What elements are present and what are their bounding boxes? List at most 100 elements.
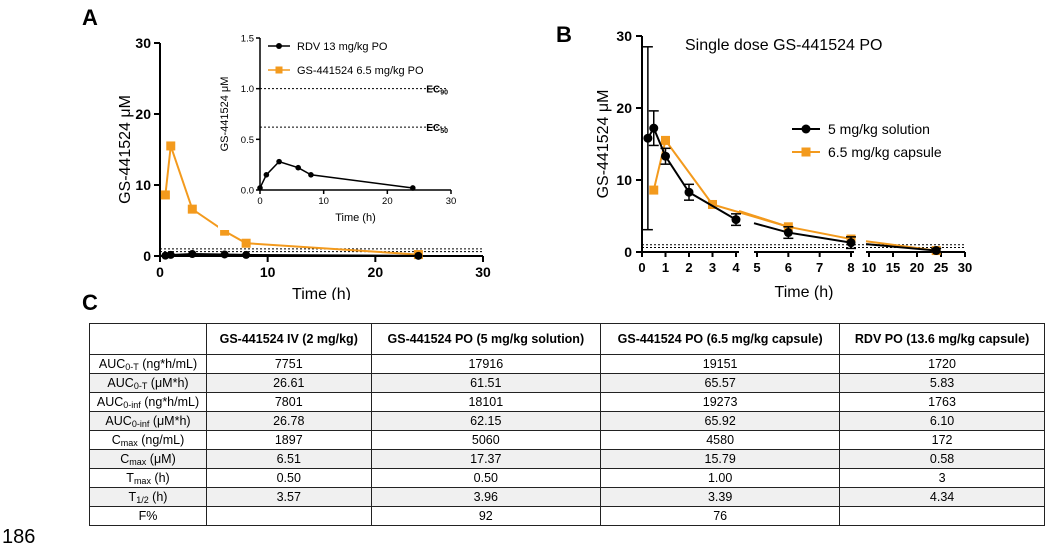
legend-marker-solution bbox=[801, 124, 811, 134]
y-axis-label: GS-441524 μM bbox=[117, 95, 134, 204]
inset-data-point-rdv bbox=[295, 164, 302, 171]
data-point-solution bbox=[661, 151, 670, 161]
y-axis-label: GS-441524 μM bbox=[595, 90, 612, 199]
table-row-label: AUC0-inf (ng*h/mL) bbox=[89, 392, 207, 412]
y-tick-label: 30 bbox=[135, 35, 151, 51]
x-tick-label: 15 bbox=[886, 260, 900, 275]
legend-marker-capsule bbox=[801, 147, 811, 157]
table-cell: 19273 bbox=[600, 392, 841, 412]
table-header-cell: GS-441524 PO (6.5 mg/kg capsule) bbox=[600, 323, 841, 355]
table-cell: 6.51 bbox=[206, 449, 372, 469]
table-cell: 65.57 bbox=[600, 373, 841, 393]
inset-y-tick-label: 1.5 bbox=[241, 34, 254, 45]
table-cell: 172 bbox=[839, 430, 1045, 450]
table-cell: 3.96 bbox=[370, 487, 602, 507]
table-cell: 19151 bbox=[600, 354, 841, 374]
series-line-capsule bbox=[652, 138, 789, 228]
table-row: AUC0-inf (ng*h/mL) 7801 18101 19273 1763 bbox=[89, 392, 1045, 412]
chart-a: 0 10 20 30 0 10 20 30 GS-441524 μM Time (h) 0.0 0.5… bbox=[117, 30, 491, 300]
table-header-cell bbox=[89, 323, 207, 355]
inset-x-tick-label: 20 bbox=[382, 196, 393, 207]
x-tick-label: 6 bbox=[785, 260, 792, 275]
inset-data-point-rdv bbox=[263, 172, 270, 178]
table-row: AUC0-T (μM*h) 26.61 61.51 65.57 5.83 bbox=[89, 373, 1045, 393]
table-row-label: AUC0-T (ng*h/mL) bbox=[89, 354, 207, 374]
table-cell: 3.39 bbox=[600, 487, 841, 507]
table-cell bbox=[206, 506, 372, 526]
x-tick-label: 3 bbox=[709, 260, 716, 275]
table-cell: 26.78 bbox=[206, 411, 372, 431]
inset-data-point-rdv bbox=[276, 158, 282, 165]
data-point-gs441524 bbox=[166, 141, 176, 151]
table-cell: 26.61 bbox=[206, 373, 372, 393]
pk-parameters-table: GS-441524 IV (2 mg/kg) GS-441524 PO (5 m… bbox=[89, 323, 1045, 526]
y-tick-label: 30 bbox=[616, 28, 632, 44]
x-tick-label: 1 bbox=[662, 260, 669, 275]
x-tick-label: 8 bbox=[847, 260, 854, 275]
data-point-solution bbox=[731, 215, 741, 225]
inset-background bbox=[218, 30, 458, 230]
inset-x-axis-label: Time (h) bbox=[335, 212, 376, 224]
table-row: Cmax (μM) 6.51 17.37 15.79 0.58 bbox=[89, 449, 1045, 469]
legend-label-capsule: 6.5 mg/kg capsule bbox=[828, 144, 942, 160]
table-cell bbox=[839, 506, 1045, 526]
data-point-rdv bbox=[414, 251, 423, 260]
inset-x-tick-label: 10 bbox=[318, 196, 329, 207]
table-cell: 62.15 bbox=[370, 411, 602, 431]
inset-y-axis-label: GS-441524 μM bbox=[219, 77, 231, 152]
legend-label-rdv: RDV 13 mg/kg PO bbox=[297, 41, 388, 53]
table-cell: 6.10 bbox=[839, 411, 1045, 431]
data-point-solution bbox=[783, 228, 793, 238]
x-axis-label: Time (h) bbox=[292, 286, 351, 300]
data-point-rdv bbox=[220, 250, 229, 259]
line-number: 186 bbox=[2, 526, 36, 548]
table-header-cell: RDV PO (13.6 mg/kg capsule) bbox=[839, 323, 1045, 355]
table-row: T1/2 (h) 3.57 3.96 3.39 4.34 bbox=[89, 487, 1045, 507]
data-point-solution bbox=[643, 133, 653, 143]
table-cell: 65.92 bbox=[600, 411, 841, 431]
x-tick-label: 0 bbox=[638, 260, 645, 275]
table-row-label: F% bbox=[89, 506, 207, 526]
table-cell: 5060 bbox=[370, 430, 602, 450]
inset-data-point-rdv bbox=[257, 185, 263, 191]
table-cell: 17916 bbox=[370, 354, 602, 374]
data-point-rdv bbox=[166, 250, 175, 259]
table-row-label: AUC0-inf (μM*h) bbox=[89, 411, 207, 431]
table-row-label: AUC0-T (μM*h) bbox=[89, 373, 207, 393]
legend-marker-gs441524 bbox=[275, 66, 283, 74]
table-cell: 76 bbox=[600, 506, 841, 526]
inset-x-tick-label: 30 bbox=[446, 196, 457, 207]
inset-x-tick-label: 0 bbox=[257, 196, 262, 207]
chart-title: Single dose GS-441524 PO bbox=[685, 37, 882, 54]
x-axis-label: Time (h) bbox=[775, 284, 834, 300]
y-tick-label: 20 bbox=[135, 106, 151, 122]
ec-label: EC50 bbox=[426, 123, 448, 135]
x-tick-label: 30 bbox=[475, 264, 491, 280]
ec-label: EC90 bbox=[426, 85, 448, 97]
y-tick-label: 10 bbox=[135, 177, 151, 193]
y-tick-label: 0 bbox=[624, 244, 632, 260]
table-cell: 92 bbox=[370, 506, 602, 526]
series-line-gs441524 bbox=[164, 145, 419, 256]
x-tick-label: 30 bbox=[958, 260, 972, 275]
inset-y-tick-label: 1.0 bbox=[241, 84, 254, 95]
table-cell: 0.50 bbox=[206, 468, 372, 488]
table-cell: 7751 bbox=[206, 354, 372, 374]
table-row: AUC0-T (ng*h/mL) 7751 17916 19151 1720 bbox=[89, 354, 1045, 374]
table-cell: 0.58 bbox=[839, 449, 1045, 469]
x-tick-label: 25 bbox=[934, 260, 948, 275]
x-tick-label: 10 bbox=[862, 260, 876, 275]
table-cell: 1.00 bbox=[600, 468, 841, 488]
table-row: AUC0-inf (μM*h) 26.78 62.15 65.92 6.10 bbox=[89, 411, 1045, 431]
panel-label-b: B bbox=[556, 22, 572, 47]
x-tick-label: 10 bbox=[260, 264, 276, 280]
data-point-capsule bbox=[649, 185, 659, 195]
table-header-cell: GS-441524 PO (5 mg/kg solution) bbox=[370, 323, 602, 355]
x-tick-label: 20 bbox=[910, 260, 924, 275]
table-row: Cmax (ng/mL) 1897 5060 4580 172 bbox=[89, 430, 1045, 450]
data-point-capsule bbox=[661, 135, 670, 145]
table-row-label: T1/2 (h) bbox=[89, 487, 207, 507]
table-cell: 1763 bbox=[839, 392, 1045, 412]
panel-label-a: A bbox=[82, 5, 98, 30]
data-point-gs441524 bbox=[241, 238, 251, 248]
